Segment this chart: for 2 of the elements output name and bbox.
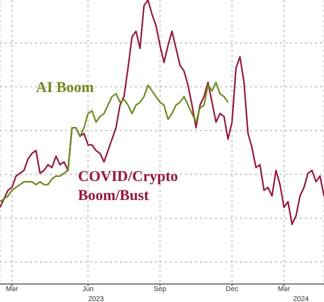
series-label: COVID/Crypto Boom/Bust [78, 169, 178, 204]
series-label: AI Boom [36, 80, 94, 96]
